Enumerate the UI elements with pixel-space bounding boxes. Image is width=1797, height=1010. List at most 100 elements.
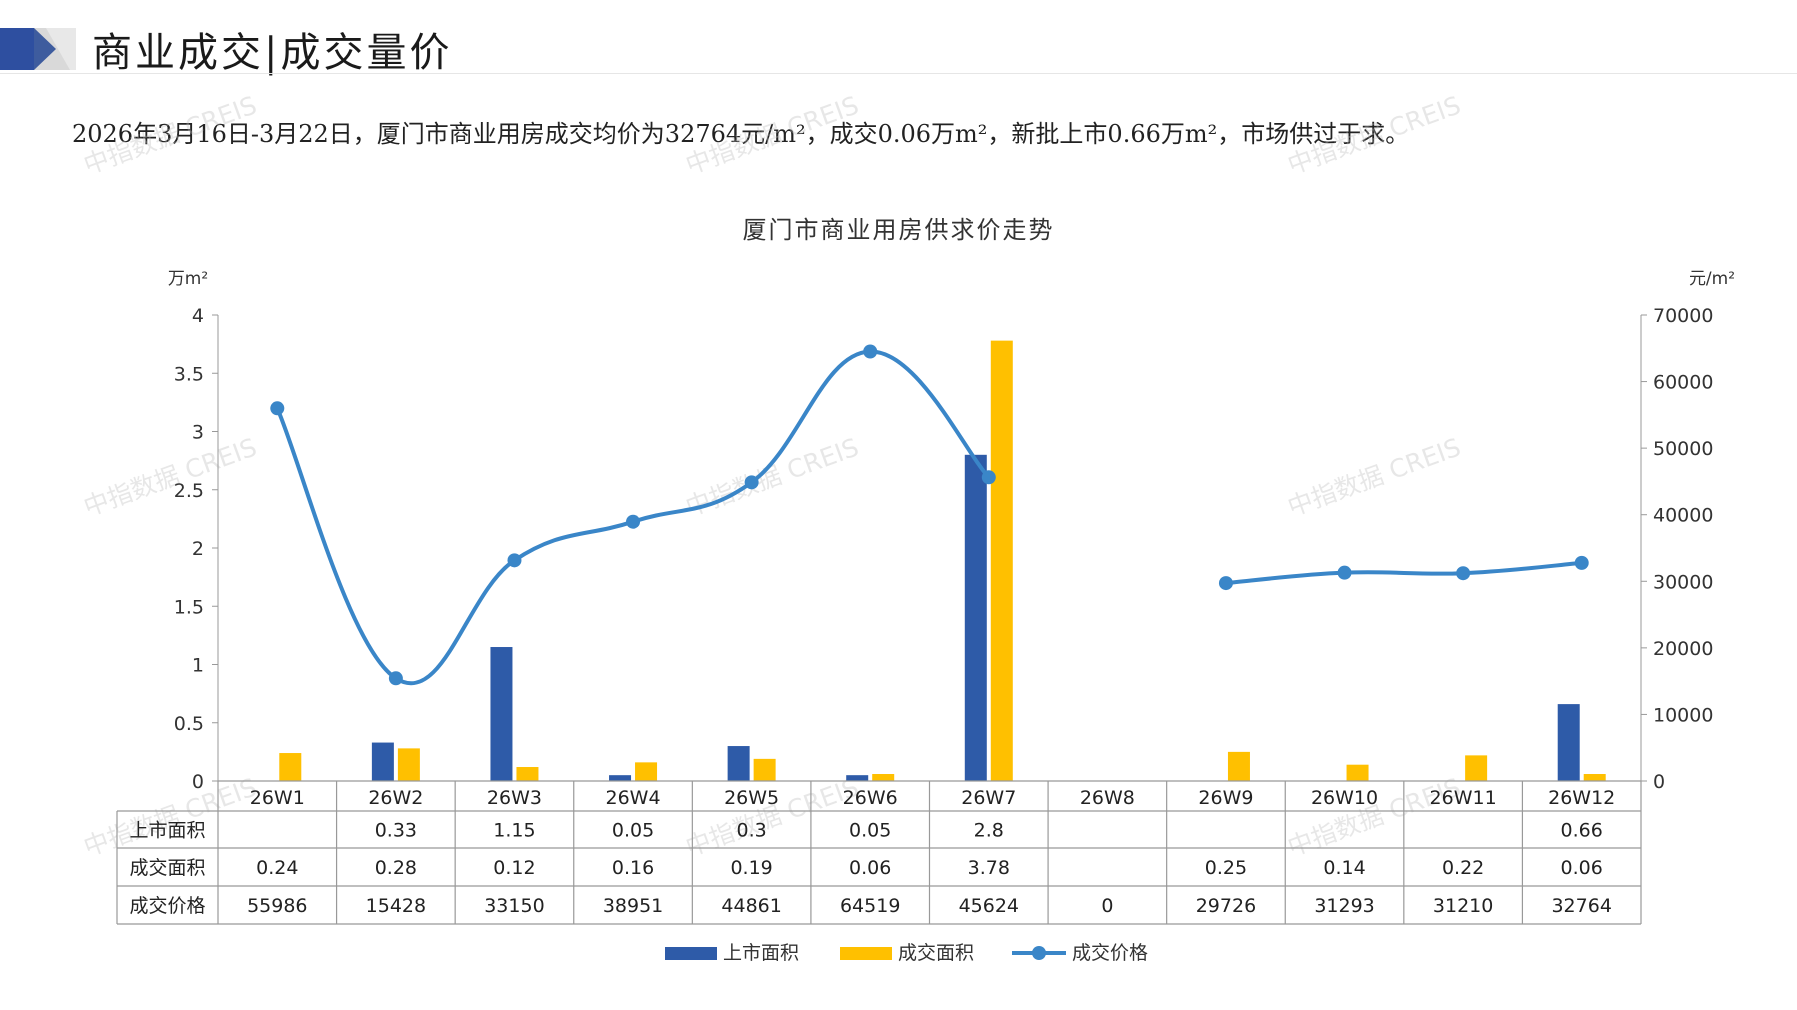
bar-deal: [990, 340, 1013, 781]
table-cell: 0.22: [1442, 857, 1484, 879]
legend-label: 成交价格: [1072, 942, 1148, 964]
bar-supply: [371, 742, 394, 781]
table-cell: 32764: [1551, 895, 1611, 917]
category-label: 26W7: [961, 787, 1016, 809]
category-label: 26W4: [606, 787, 661, 809]
table-cell: 15428: [366, 895, 426, 917]
table-cell: 1.15: [493, 820, 535, 842]
table-row-header: 成交价格: [129, 895, 205, 917]
table-row-header: 上市面积: [129, 820, 205, 842]
price-point: [1574, 555, 1589, 570]
table-cell: 0.05: [612, 820, 654, 842]
table-cell: 0.14: [1323, 857, 1365, 879]
price-point: [1456, 566, 1471, 581]
bar-deal: [1227, 751, 1250, 781]
title-divider: [0, 73, 1797, 74]
legend-swatch-deal: [840, 947, 892, 960]
table-cell: 0.28: [375, 857, 417, 879]
table-cell: 0.06: [849, 857, 891, 879]
y-right-tick-label: 30000: [1653, 571, 1713, 593]
bar-supply: [1557, 704, 1580, 781]
price-point: [626, 514, 641, 529]
table-cell: 0.24: [256, 857, 298, 879]
category-label: 26W2: [368, 787, 423, 809]
table-cell: 45624: [959, 895, 1019, 917]
page-title: 商业成交|成交量价: [92, 30, 453, 76]
price-point: [1218, 576, 1233, 591]
summary-text: 2026年3月16日-3月22日，厦门市商业用房成交均价为32764元/m²，成…: [72, 120, 1410, 148]
price-point: [270, 401, 285, 416]
y-right-tick-label: 60000: [1653, 372, 1713, 394]
y-right-unit: 元/m²: [1689, 269, 1735, 289]
y-right-tick-label: 50000: [1653, 438, 1713, 460]
table-cell: 55986: [247, 895, 307, 917]
bar-supply: [846, 775, 869, 781]
bar-deal: [279, 753, 302, 781]
bar-deal: [1465, 755, 1488, 781]
category-label: 26W5: [724, 787, 779, 809]
y-left-tick-label: 1.5: [174, 596, 204, 618]
bar-supply: [727, 746, 750, 781]
bar-deal: [1346, 764, 1369, 781]
category-label: 26W1: [250, 787, 305, 809]
legend-label: 成交面积: [898, 942, 974, 964]
price-point: [507, 553, 522, 568]
bar-deal: [635, 762, 658, 781]
bar-deal: [516, 767, 539, 781]
table-cell: 0.19: [730, 857, 772, 879]
category-label: 26W11: [1430, 787, 1497, 809]
y-left-tick-label: 0.5: [174, 713, 204, 735]
category-label: 26W12: [1548, 787, 1615, 809]
legend-swatch-price-marker: [1032, 946, 1046, 960]
legend-label: 上市面积: [723, 942, 799, 964]
table-cell: 0.3: [737, 820, 767, 842]
y-left-tick-label: 4: [192, 305, 204, 327]
table-cell: 0.16: [612, 857, 654, 879]
table-cell: 0.33: [375, 820, 417, 842]
table-cell: 64519: [840, 895, 900, 917]
bar-supply: [609, 775, 632, 781]
y-left-tick-label: 3: [192, 422, 204, 444]
table-cell: 2.8: [974, 820, 1004, 842]
bar-deal: [872, 774, 895, 781]
category-label: 26W3: [487, 787, 542, 809]
table-cell: 44861: [721, 895, 781, 917]
bar-deal: [753, 758, 776, 781]
table-cell: 0.25: [1205, 857, 1247, 879]
table-cell: 31293: [1314, 895, 1374, 917]
bar-deal: [1583, 774, 1606, 781]
table-cell: 0: [1101, 895, 1113, 917]
price-point: [1337, 565, 1352, 580]
category-label: 26W6: [843, 787, 898, 809]
table-cell: 33150: [484, 895, 544, 917]
price-point: [981, 470, 996, 485]
table-cell: 3.78: [968, 857, 1010, 879]
table-cell: 0.66: [1561, 820, 1603, 842]
chart-title: 厦门市商业用房供求价走势: [742, 216, 1055, 244]
legend-swatch-supply: [665, 947, 717, 960]
y-left-tick-label: 1: [192, 655, 204, 677]
table-cell: 38951: [603, 895, 663, 917]
y-right-tick-label: 0: [1653, 771, 1665, 793]
table-cell: 29726: [1196, 895, 1256, 917]
table-cell: 0.05: [849, 820, 891, 842]
bar-supply: [964, 454, 987, 781]
y-right-tick-label: 70000: [1653, 305, 1713, 327]
y-left-tick-label: 3.5: [174, 363, 204, 385]
y-left-tick-label: 2.5: [174, 480, 204, 502]
bar-supply: [490, 647, 513, 781]
table-cell: 31210: [1433, 895, 1493, 917]
bar-deal: [397, 748, 420, 781]
category-label: 26W9: [1198, 787, 1253, 809]
price-point: [744, 475, 759, 490]
table-cell: 0.12: [493, 857, 535, 879]
price-line: [1225, 560, 1582, 586]
table-row-header: 成交面积: [129, 857, 205, 879]
price-point: [388, 671, 403, 686]
category-label: 26W8: [1080, 787, 1135, 809]
logo-icon: [0, 28, 76, 70]
category-label: 26W10: [1311, 787, 1378, 809]
y-right-tick-label: 20000: [1653, 638, 1713, 660]
y-left-tick-label: 0: [192, 771, 204, 793]
